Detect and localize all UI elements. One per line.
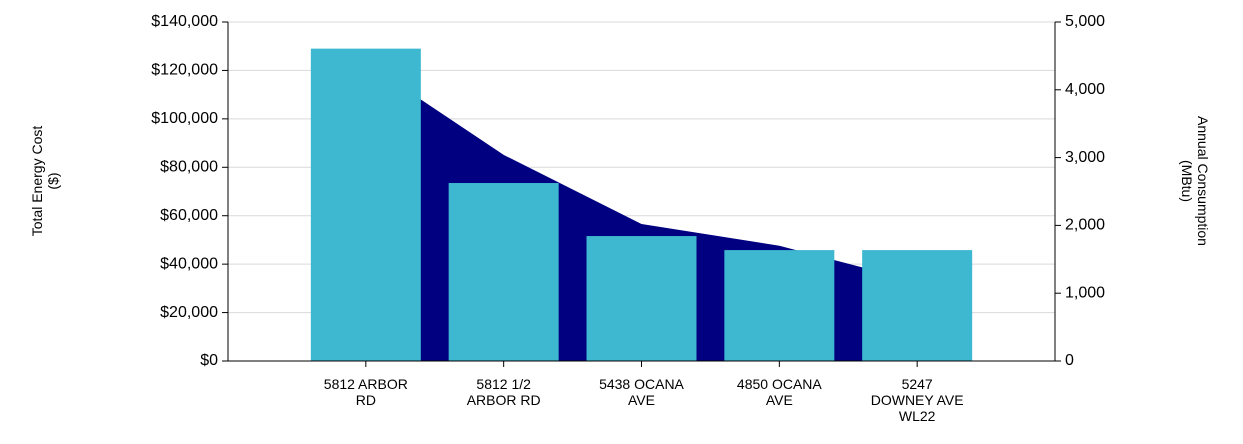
x-tick-label: 5812 1/2 ARBOR RD — [466, 376, 541, 408]
y2-tick-label: 3,000 — [1065, 149, 1105, 166]
x-tick-label: 5812 ARBOR RD — [323, 376, 408, 408]
bar — [448, 183, 559, 361]
y2-axis-label: Annual Consumption (MBtu) — [1179, 116, 1211, 246]
y2-tick-label: 1,000 — [1065, 284, 1105, 301]
y-tick-label: $80,000 — [160, 159, 218, 176]
y2-tick-label: 0 — [1065, 352, 1074, 369]
y-tick-label: $100,000 — [151, 110, 218, 127]
bar — [586, 236, 697, 361]
y-tick-label: $20,000 — [160, 304, 218, 321]
y2-tick-label: 2,000 — [1065, 217, 1105, 234]
x-tick-label: 5438 OCANA AVE — [599, 376, 684, 408]
y-axis-label: Total Energy Cost ($) — [29, 125, 61, 237]
bar — [724, 250, 835, 361]
x-tick-label: 5247 DOWNEY AVE WL22 — [870, 376, 964, 424]
y2-tick-label: 4,000 — [1065, 81, 1105, 98]
y-tick-label: $140,000 — [151, 13, 218, 30]
y-tick-label: $0 — [200, 352, 218, 369]
bar — [310, 48, 421, 362]
y-tick-label: $60,000 — [160, 207, 218, 224]
y-tick-label: $40,000 — [160, 255, 218, 272]
y2-tick-label: 5,000 — [1065, 13, 1105, 30]
x-tick-label: 4850 OCANA AVE — [736, 376, 822, 408]
y-tick-label: $120,000 — [151, 62, 218, 79]
bar — [862, 250, 973, 361]
